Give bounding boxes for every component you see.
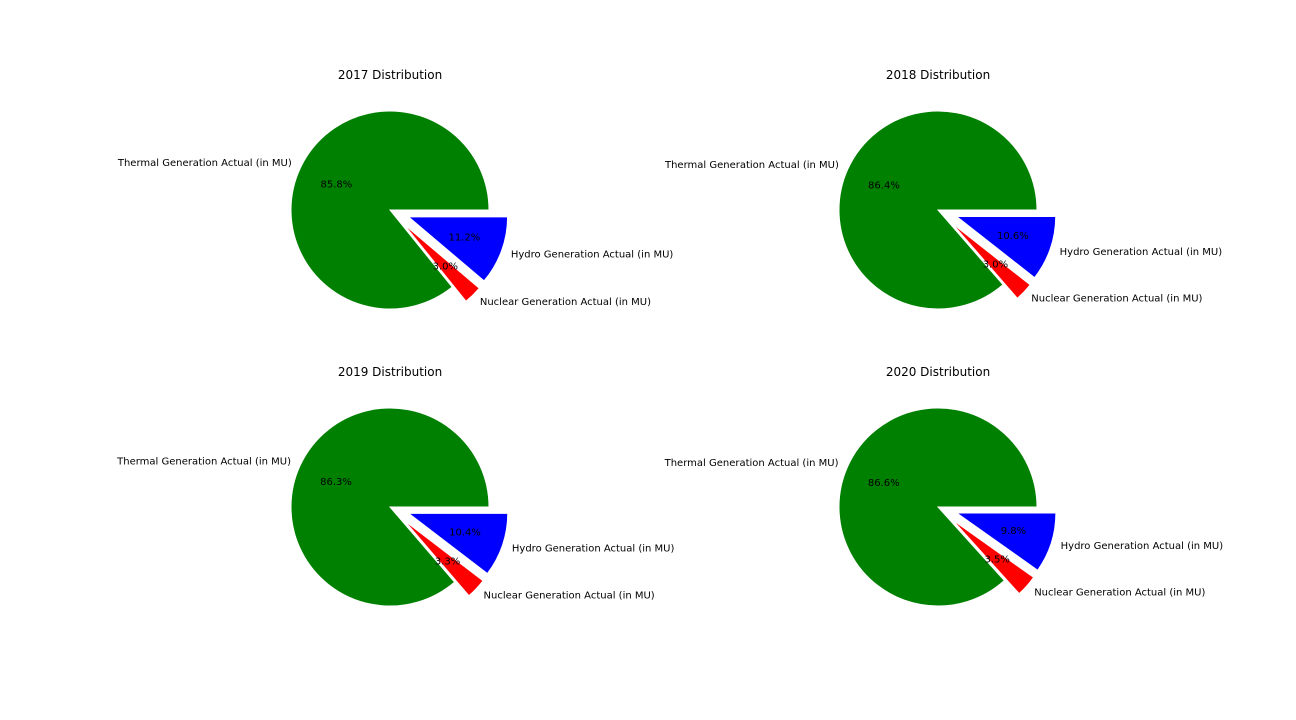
pie-percent-label: 3.0% [983, 260, 1008, 271]
pie-slice-hydro [407, 216, 509, 282]
pie-slice-label: Nuclear Generation Actual (in MU) [1034, 587, 1205, 598]
pie-slice-nuclear [951, 223, 1031, 300]
pie-slice-label: Hydro Generation Actual (in MU) [1060, 247, 1223, 258]
pie-slice-nuclear [404, 520, 484, 597]
pie-percent-label: 9.8% [1001, 526, 1026, 537]
pie-percent-label: 11.2% [448, 232, 480, 243]
pie-slice-hydro [955, 512, 1057, 571]
pie-panel-2017: 2017 Distribution 85.8% Thermal Generatio… [117, 68, 674, 310]
pie-slice-label: Hydro Generation Actual (in MU) [512, 543, 675, 554]
pie-slice-nuclear [952, 519, 1035, 595]
pie-slice-thermal [838, 407, 1038, 607]
pie-percent-label: 85.8% [321, 179, 353, 190]
pie-slice-label: Hydro Generation Actual (in MU) [511, 249, 674, 260]
pie-panel-2020: 2020 Distribution 86.6% Thermal Generatio… [664, 365, 1224, 607]
pie-slice-thermal [290, 110, 490, 310]
pie-slice-label: Hydro Generation Actual (in MU) [1061, 541, 1224, 552]
pie-percent-label: 10.4% [449, 527, 481, 538]
pie-slice-nuclear [403, 223, 481, 302]
pie-percent-label: 10.6% [997, 231, 1029, 242]
pie-slice-hydro [407, 512, 509, 575]
pie-slice-label: Thermal Generation Actual (in MU) [117, 158, 292, 169]
pie-percent-label: 3.3% [435, 556, 460, 567]
pie-slice-thermal [290, 407, 490, 607]
pie-slice-label: Nuclear Generation Actual (in MU) [1031, 294, 1202, 305]
pie-panel-2019: 2019 Distribution 86.3% Thermal Generatio… [116, 365, 675, 607]
pie-slice-label: Thermal Generation Actual (in MU) [664, 160, 839, 171]
pie-percent-label: 86.6% [868, 478, 900, 489]
pie-slice-label: Nuclear Generation Actual (in MU) [484, 590, 655, 601]
pie-slice-label: Nuclear Generation Actual (in MU) [480, 297, 651, 308]
pie-percent-label: 3.5% [985, 555, 1010, 566]
pie-title-2018: 2018 Distribution [886, 68, 990, 82]
pie-slice-hydro [955, 215, 1057, 279]
pie-percent-label: 86.4% [868, 180, 900, 191]
pie-title-2020: 2020 Distribution [886, 365, 990, 379]
pie-percent-label: 86.3% [320, 477, 352, 488]
pie-title-2019: 2019 Distribution [338, 365, 442, 379]
pie-slice-thermal [838, 110, 1038, 310]
pie-percent-label: 3.0% [433, 262, 458, 273]
pie-slice-label: Thermal Generation Actual (in MU) [664, 458, 839, 469]
pie-slice-label: Thermal Generation Actual (in MU) [116, 457, 291, 468]
pie-title-2017: 2017 Distribution [338, 68, 442, 82]
pie-panel-2018: 2018 Distribution 86.4% Thermal Generatio… [664, 68, 1223, 310]
